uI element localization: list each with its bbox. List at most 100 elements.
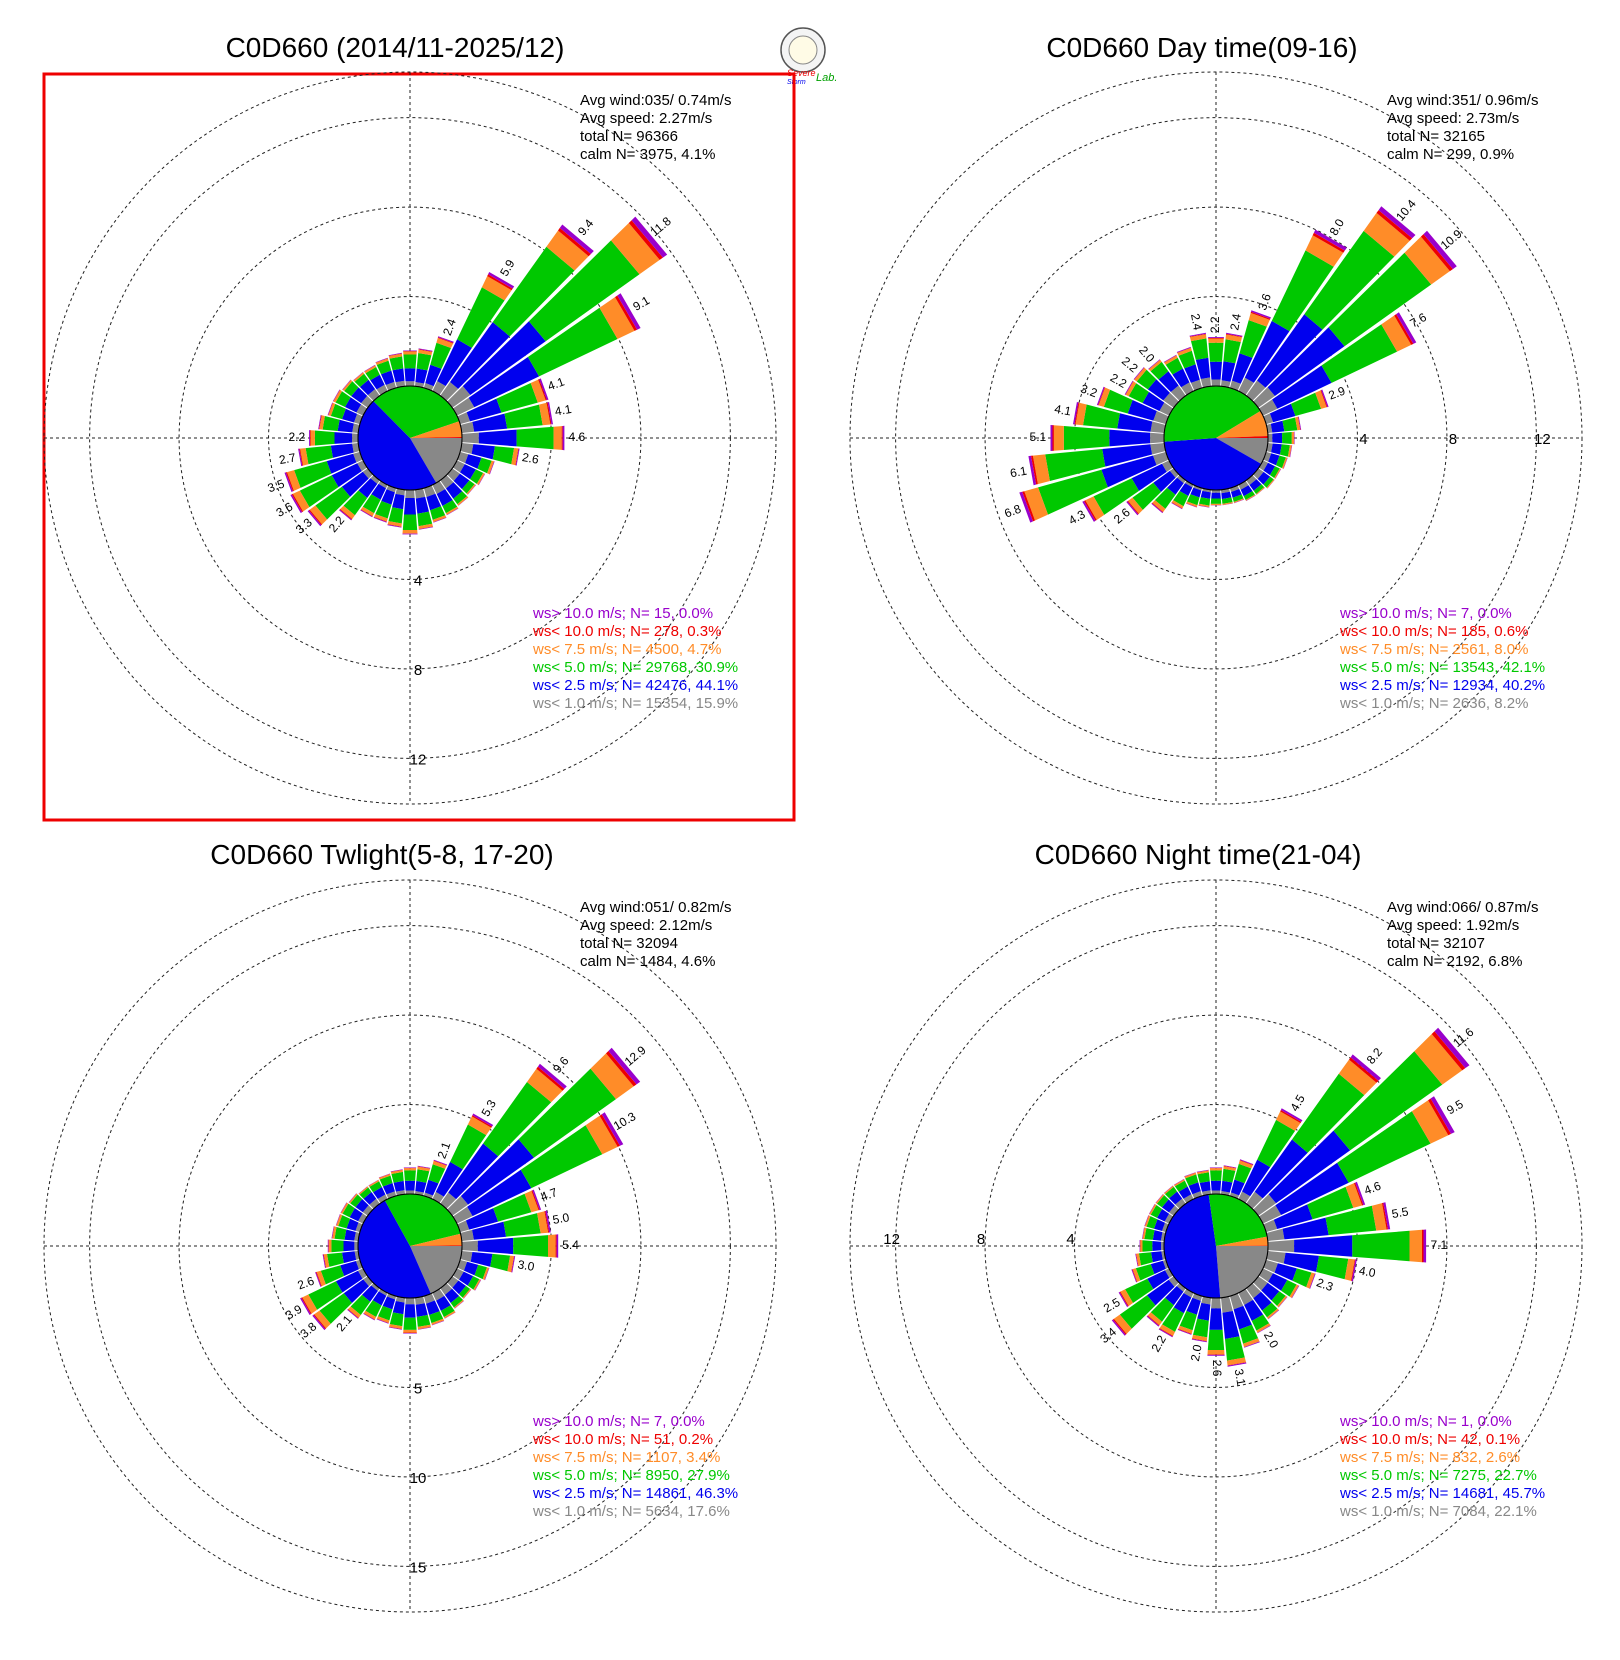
bar-segment-gray	[357, 460, 368, 472]
legend-count: 15,	[654, 605, 675, 622]
legend-count: 42,	[1461, 1431, 1482, 1448]
bar-segment-red	[489, 461, 495, 475]
bar-segment-blue	[1154, 1219, 1165, 1231]
bar-segment-green	[391, 1171, 404, 1183]
bar-segment-blue	[346, 1218, 359, 1231]
bar-segment-green	[1276, 455, 1286, 469]
bar-segment-blue	[1242, 1159, 1271, 1197]
bar-segment-orange	[1277, 1295, 1288, 1308]
bar-segment-blue	[426, 1300, 440, 1315]
seal-inner-icon	[788, 35, 818, 65]
bar-segment-gray	[1162, 1222, 1169, 1233]
bar-segment-gray	[460, 443, 474, 454]
bar-total-label: 6.8	[1002, 502, 1023, 521]
bar-segment-blue	[1231, 489, 1242, 498]
bar-segment-blue	[334, 432, 353, 444]
bar-segment-blue	[467, 1169, 532, 1217]
bar-total-label: 5.0	[552, 1210, 571, 1227]
bar-segment-orange	[1243, 1338, 1260, 1347]
bar-segment-green	[520, 1125, 603, 1189]
bar-segment-green	[299, 475, 339, 508]
bar-segment-blue	[1165, 1286, 1184, 1306]
bar-segment-green	[417, 511, 433, 527]
bar-segment-orange	[453, 1299, 464, 1309]
bar-total-label: 4.1	[546, 374, 567, 393]
bar-segment-green	[322, 416, 340, 431]
bar-segment-purple	[1118, 1292, 1128, 1308]
bar-segment-orange	[336, 1214, 343, 1227]
bar-segment-purple	[1239, 1159, 1254, 1165]
bar-segment-red	[1275, 468, 1281, 479]
bar-segment-green	[1103, 389, 1133, 414]
pie-slice-green	[1208, 1193, 1268, 1246]
pie-slice-blue	[357, 1200, 431, 1299]
bar-segment-red	[471, 1115, 493, 1128]
bar-segment-gray	[1190, 379, 1203, 391]
bar-segment-blue	[1253, 1291, 1272, 1311]
bar-segment-orange	[387, 521, 402, 527]
bar-segment-red	[336, 1214, 341, 1226]
legend-class: ws< 1.0 m/s; N=	[1339, 695, 1453, 712]
bar-segment-green	[442, 500, 458, 514]
bar-segment-blue	[468, 357, 540, 408]
bar-segment-red	[1289, 445, 1292, 458]
bar-segment-gray	[460, 421, 475, 433]
bar-segment-gray	[1221, 1296, 1233, 1313]
legend-count: 2561,	[1453, 641, 1491, 658]
bar-segment-gray	[440, 382, 459, 401]
bar-segment-orange	[417, 1324, 431, 1330]
bar-segment-blue	[381, 370, 395, 385]
bar-segment-blue	[1270, 420, 1285, 433]
bar-segment-red	[1177, 347, 1191, 353]
bar-segment-blue	[415, 496, 429, 514]
bar-segment-red	[1431, 1031, 1466, 1071]
bar-segment-red	[1227, 1362, 1247, 1366]
bar-segment-green	[1125, 1278, 1154, 1303]
legend-entry: ws< 7.5 m/s; N= 1107, 3.4%	[532, 1449, 720, 1466]
bar-segment-orange	[1098, 387, 1111, 407]
bar-segment-gray	[1258, 1205, 1282, 1224]
bar-segment-green	[403, 354, 417, 369]
bar-segment-gray	[352, 433, 359, 443]
bar-segment-green	[1179, 1311, 1197, 1331]
bar-segment-purple	[608, 1047, 641, 1085]
bar-segment-blue	[1117, 413, 1153, 432]
bar-segment-purple	[1227, 1362, 1247, 1367]
bar-segment-blue	[444, 1288, 460, 1303]
bar-segment-gray	[1165, 1268, 1174, 1278]
bar-segment-green	[1150, 361, 1169, 380]
bar-segment-purple	[1283, 457, 1288, 469]
legend-pct: 0.0%	[675, 605, 713, 622]
bar-segment-orange	[1256, 487, 1265, 495]
bar-segment-gray	[1176, 1283, 1186, 1292]
legend-entry: ws< 5.0 m/s; N= 7275, 22.7%	[1339, 1467, 1537, 1484]
bar-segment-gray	[1246, 1191, 1263, 1209]
bar-total-label: 5.5	[1391, 1204, 1410, 1221]
pie-slice-gray	[1216, 438, 1268, 464]
stats-line: Avg wind:066/ 0.87m/s	[1387, 899, 1538, 916]
bar-segment-purple	[458, 497, 469, 506]
bar-segment-purple	[454, 1300, 464, 1309]
panel-title: C0D660 Day time(09-16)	[1046, 32, 1357, 63]
pie-outline	[357, 1193, 463, 1299]
bar-segment-gray	[363, 1276, 373, 1287]
bar-segment-gray	[1162, 1259, 1169, 1269]
bar-segment-blue	[459, 1271, 474, 1286]
bar-segment-gray	[1258, 1268, 1273, 1282]
bar-segment-blue	[359, 379, 376, 396]
bar-segment-green	[1304, 230, 1395, 330]
bar-segment-gray	[1168, 1276, 1179, 1287]
bar-segment-orange	[1177, 347, 1192, 356]
legend-entry: ws< 2.5 m/s; N= 14861, 46.3%	[532, 1485, 738, 1502]
bar-total-label: 2.4	[440, 317, 459, 338]
stats-line: Avg speed: 2.73m/s	[1387, 110, 1519, 127]
bar-segment-purple	[478, 473, 486, 486]
bar-total-label: 6.1	[1009, 464, 1028, 481]
bar-segment-orange	[1238, 1160, 1253, 1169]
legend-entry: ws< 10.0 m/s; N= 51, 0.2%	[532, 1431, 713, 1448]
severe-storm-lab-logo: Severe Storm Lab.	[780, 27, 837, 86]
bar-segment-purple	[1208, 337, 1224, 338]
bar-segment-blue	[1179, 483, 1193, 496]
bar-segment-gray	[1253, 1194, 1276, 1216]
